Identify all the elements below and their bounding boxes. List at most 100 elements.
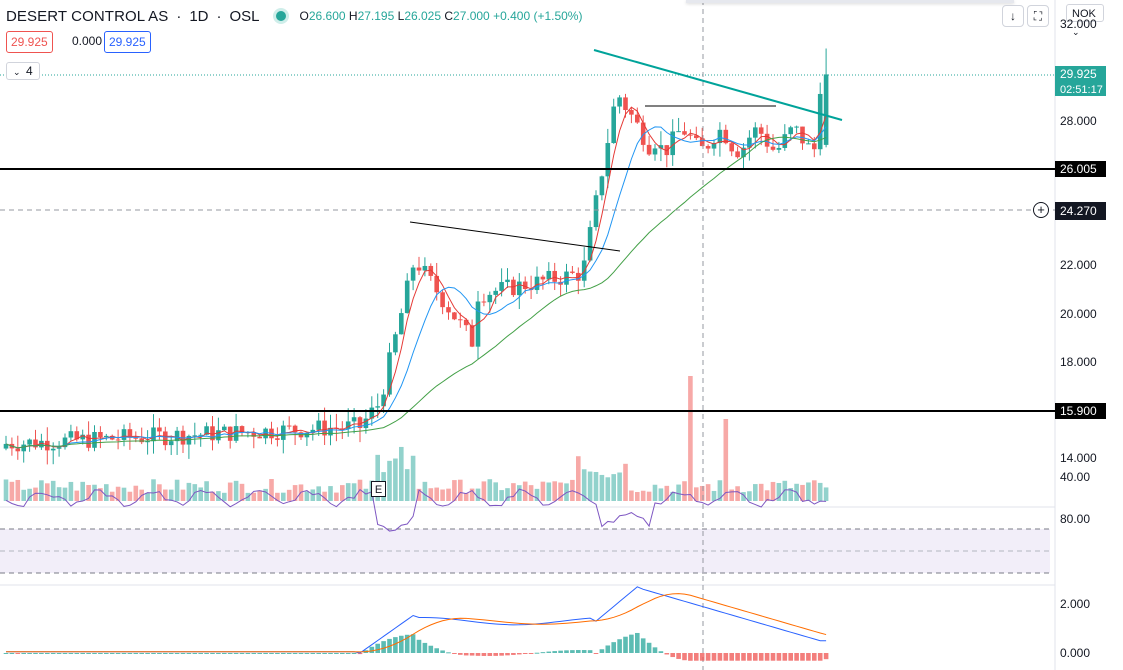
volume-bar (629, 490, 634, 501)
macd-histogram-bar (393, 637, 398, 653)
price-axis-tick: 22.000 (1060, 258, 1097, 273)
interval-label[interactable]: 1D (189, 7, 209, 25)
volume-bar (469, 488, 475, 501)
volume-bar (694, 487, 699, 501)
volume-bar (558, 482, 563, 501)
macd-histogram-bar (528, 653, 534, 654)
macd-histogram-bar (517, 653, 522, 655)
volume-bar (576, 456, 581, 501)
spread-value: 0.000 (68, 31, 107, 51)
macd-histogram-bar (776, 653, 782, 661)
fullscreen-button[interactable]: ⛶ (1027, 5, 1049, 27)
volume-bar (45, 483, 50, 501)
volume-bar (399, 446, 404, 501)
volume-bar (168, 489, 174, 501)
candle-body (522, 281, 528, 289)
volume-bar (705, 484, 711, 501)
macd-histogram-bar (664, 653, 670, 655)
macd-histogram-bar (80, 653, 85, 654)
macd-histogram-bar (186, 653, 192, 654)
volume-bar (9, 481, 15, 501)
candle-body (546, 270, 552, 280)
macd-histogram-bar (357, 653, 363, 655)
candle-body (505, 279, 510, 283)
macd-histogram-bar (345, 653, 351, 654)
macd-histogram-bar (729, 653, 734, 661)
macd-histogram-bar (3, 653, 9, 654)
candle-body (605, 143, 611, 177)
symbol-name[interactable]: DESERT CONTROL AS (6, 7, 169, 25)
volume-bar (717, 480, 723, 501)
low-label: L (397, 9, 405, 23)
earnings-icon[interactable]: E (371, 481, 386, 497)
macd-histogram-bar (617, 639, 622, 653)
header-separator: · (176, 7, 182, 25)
volume-bar (328, 486, 333, 501)
base-level-label: 15.900 (1055, 403, 1106, 419)
macd-histogram-bar (770, 653, 776, 661)
buy-price-badge[interactable]: 29.925 (104, 31, 151, 53)
candle-body (753, 127, 758, 138)
volume-bar (581, 469, 587, 501)
candle-body (434, 275, 439, 293)
volume-bar (487, 479, 493, 501)
volume-bar (546, 482, 552, 501)
volume-bar (605, 477, 611, 501)
volume-bar (723, 419, 729, 501)
volume-bar (599, 474, 605, 501)
volume-bar (133, 485, 139, 501)
candle-body (15, 448, 21, 452)
currency-select[interactable]: NOK ⌄ (1066, 4, 1104, 37)
candle-body (723, 129, 729, 144)
volume-bar (340, 485, 345, 501)
candle-body (422, 265, 428, 271)
sell-price-badge[interactable]: 29.925 (6, 31, 53, 53)
candle-body (27, 439, 32, 445)
add-alert-icon[interactable]: + (1033, 202, 1049, 218)
volume-bar (711, 490, 717, 501)
download-icon: ↓ (1010, 9, 1016, 23)
volume-bar (635, 492, 640, 501)
macd-histogram-bar (133, 653, 139, 654)
macd-histogram-bar (753, 653, 758, 661)
volume-bar (511, 483, 516, 501)
volume-bar (387, 460, 392, 501)
volume-bar (39, 480, 44, 501)
candle-body (440, 292, 445, 308)
macd-histogram-bar (493, 653, 498, 656)
candle-body (458, 319, 463, 321)
open-label: O (299, 9, 309, 23)
download-button[interactable]: ↓ (1002, 5, 1024, 27)
macd-histogram-bar (446, 652, 451, 654)
macd-histogram-bar (292, 653, 298, 654)
volume-bar (463, 492, 469, 501)
macd-histogram-bar (794, 653, 799, 661)
macd-histogram-bar (351, 653, 357, 654)
candle-body (564, 271, 569, 285)
candle-body (812, 143, 817, 150)
candle-body (428, 265, 434, 276)
macd-histogram-bar (62, 653, 68, 654)
macd-histogram-bar (623, 636, 628, 653)
volume-bar (263, 488, 268, 501)
candle-body (741, 147, 746, 158)
macd-histogram-bar (109, 653, 115, 654)
close-label: C (444, 9, 454, 23)
candle-body (658, 145, 664, 149)
macd-histogram-bar (741, 653, 746, 661)
candle-body (381, 394, 386, 407)
macd-histogram-bar (9, 653, 15, 654)
macd-histogram-bar (694, 653, 699, 661)
candle-body (157, 427, 162, 432)
volume-bar (517, 485, 522, 501)
macd-histogram-bar (245, 653, 251, 654)
volume-bar (210, 491, 215, 501)
high-value: 27.195 (357, 9, 395, 23)
ohlc-values: O26.600 H27.195 L26.025 C27.000 +0.400 (… (300, 9, 583, 23)
indicators-toggle-button[interactable]: ⌄ 4 (6, 62, 40, 80)
candle-body (275, 438, 280, 440)
volume-bar (493, 482, 498, 501)
trendline-descending (593, 49, 843, 121)
